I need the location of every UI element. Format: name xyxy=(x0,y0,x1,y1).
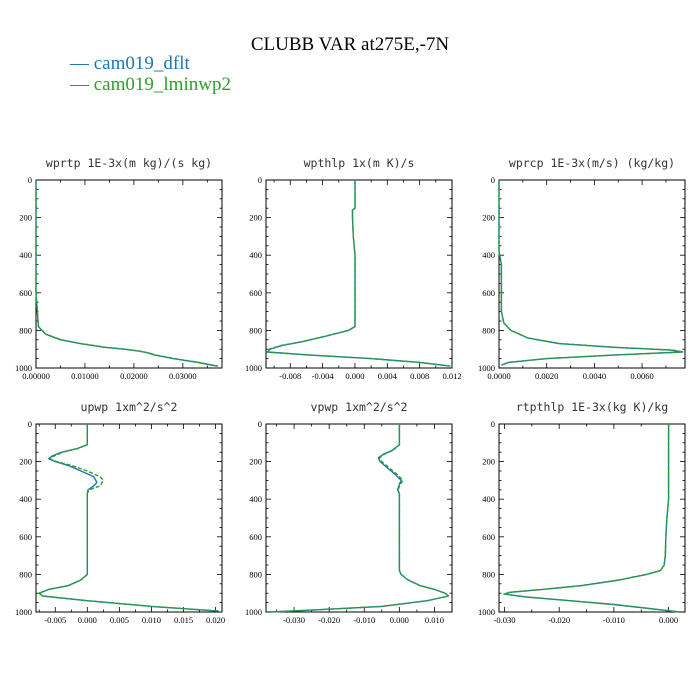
y-tick-label: 600 xyxy=(482,532,495,542)
y-tick-label: 200 xyxy=(19,457,32,467)
x-tick-label: -0.008 xyxy=(279,371,301,381)
y-tick-label: 0 xyxy=(491,175,495,185)
panel-0: wprtp 1E-3x(m kg)/(s kg) 0 200 400 600 800 100… xyxy=(15,156,223,381)
legend-entry-dflt: — cam019_dflt xyxy=(69,53,191,74)
y-tick-label: 200 xyxy=(249,457,262,467)
x-tick-label: 0.02000 xyxy=(120,371,148,381)
panel-2: wprcp 1E-3x(m/s) (kg/kg) 0 200 400 600 800 100… xyxy=(478,156,686,381)
x-tick-label: 0.0040 xyxy=(583,371,606,381)
plot-frame xyxy=(265,179,453,369)
x-tick-label: -0.030 xyxy=(283,615,305,625)
x-tick-label: 0.020 xyxy=(206,615,225,625)
y-tick-label: 200 xyxy=(482,213,495,223)
series-line-cam019_lminwp2 xyxy=(498,180,684,366)
x-tick-label: -0.005 xyxy=(44,615,66,625)
x-tick-label: 0.000 xyxy=(345,371,364,381)
y-tick-label: 0 xyxy=(491,419,495,429)
x-tick-label: 0.000 xyxy=(78,615,97,625)
y-tick-label: 800 xyxy=(19,569,32,579)
panel-title: rtpthlp 1E-3x(kg K)/kg xyxy=(516,400,668,414)
x-tick-label: 0.005 xyxy=(110,615,129,625)
x-tick-label: -0.010 xyxy=(603,615,625,625)
panel-1: wpthlp 1x(m K)/s 0 200 400 600 800 1000 -0.008 -… xyxy=(245,156,462,381)
figure-title: CLUBB VAR at275E,-7N xyxy=(251,34,450,55)
y-tick-label: 800 xyxy=(19,325,32,335)
panel-3: upwp 1xm^2/s^2 0 200 400 600 800 1000 -0.005 0.0… xyxy=(15,400,225,625)
panel-grid: wprtp 1E-3x(m kg)/(s kg) 0 200 400 600 800 100… xyxy=(15,156,686,625)
series-line-cam019_dflt xyxy=(38,424,219,612)
y-tick-label: 600 xyxy=(19,288,32,298)
plot-frame xyxy=(498,179,686,369)
series-line-cam019_dflt xyxy=(266,180,451,367)
x-tick-label: -0.020 xyxy=(318,615,340,625)
x-tick-label: 0.000 xyxy=(659,615,678,625)
y-tick-label: 200 xyxy=(19,213,32,223)
y-tick-label: 1000 xyxy=(245,607,262,617)
x-tick-label: -0.004 xyxy=(312,371,335,381)
y-tick-label: 1000 xyxy=(478,363,495,373)
x-tick-label: 0.0020 xyxy=(535,371,558,381)
y-tick-label: 400 xyxy=(482,494,495,504)
x-tick-label: 0.01000 xyxy=(71,371,99,381)
y-tick-label: 600 xyxy=(482,288,495,298)
x-tick-label: 0.010 xyxy=(142,615,161,625)
legend-entry-lminwp2: — cam019_lminwp2 xyxy=(69,74,231,95)
x-tick-label: -0.030 xyxy=(493,615,515,625)
x-tick-label: 0.0000 xyxy=(487,371,510,381)
panel-title: wpthlp 1x(m K)/s xyxy=(304,156,415,170)
panel-4: vpwp 1xm^2/s^2 0 200 400 600 800 1000 -0.030 -0.… xyxy=(245,400,453,625)
y-tick-label: 200 xyxy=(249,213,262,223)
panel-title: upwp 1xm^2/s^2 xyxy=(81,400,178,414)
y-tick-label: 400 xyxy=(482,250,495,260)
x-tick-label: 0.008 xyxy=(410,371,429,381)
y-tick-label: 800 xyxy=(482,325,495,335)
x-tick-label: 0.03000 xyxy=(169,371,197,381)
x-tick-label: -0.020 xyxy=(548,615,570,625)
y-tick-label: 0 xyxy=(258,175,262,185)
series-line-cam019_lminwp2 xyxy=(38,424,219,612)
x-tick-label: 0.0060 xyxy=(630,371,653,381)
y-tick-label: 600 xyxy=(249,532,262,542)
y-tick-label: 600 xyxy=(19,532,32,542)
y-tick-label: 0 xyxy=(28,419,32,429)
panel-title: vpwp 1xm^2/s^2 xyxy=(311,400,408,414)
x-tick-label: 0.004 xyxy=(378,371,398,381)
x-tick-label: 0.015 xyxy=(174,615,193,625)
y-tick-label: 1000 xyxy=(15,607,32,617)
y-tick-label: 400 xyxy=(249,250,262,260)
y-tick-label: 800 xyxy=(249,569,262,579)
y-tick-label: 0 xyxy=(258,419,262,429)
x-tick-label: 0.010 xyxy=(425,615,444,625)
y-tick-label: 600 xyxy=(249,288,262,298)
plot-frame xyxy=(265,423,453,613)
panel-title: wprtp 1E-3x(m kg)/(s kg) xyxy=(46,156,212,170)
y-tick-label: 0 xyxy=(28,175,32,185)
y-tick-label: 400 xyxy=(19,494,32,504)
series-line-cam019_dflt xyxy=(269,424,450,613)
series-line-cam019_dflt xyxy=(35,180,218,367)
y-tick-label: 1000 xyxy=(245,363,262,373)
panel-title: wprcp 1E-3x(m/s) (kg/kg) xyxy=(509,156,675,170)
y-tick-label: 400 xyxy=(19,250,32,260)
y-tick-label: 400 xyxy=(249,494,262,504)
x-tick-label: 0.000 xyxy=(390,615,409,625)
x-tick-label: 0.00000 xyxy=(22,371,50,381)
series-line-cam019_lminwp2 xyxy=(269,424,450,613)
series-line-cam019_lminwp2 xyxy=(35,180,219,367)
x-tick-label: -0.010 xyxy=(353,615,375,625)
y-tick-label: 1000 xyxy=(15,363,32,373)
x-tick-label: 0.012 xyxy=(442,371,461,381)
y-tick-label: 1000 xyxy=(478,607,495,617)
series-line-cam019_lminwp2 xyxy=(503,424,680,613)
y-tick-label: 800 xyxy=(249,325,262,335)
series-line-cam019_lminwp2 xyxy=(266,180,451,367)
y-tick-label: 200 xyxy=(482,457,495,467)
panel-5: rtpthlp 1E-3x(kg K)/kg02004006008001000-… xyxy=(478,400,686,625)
y-tick-label: 800 xyxy=(482,569,495,579)
